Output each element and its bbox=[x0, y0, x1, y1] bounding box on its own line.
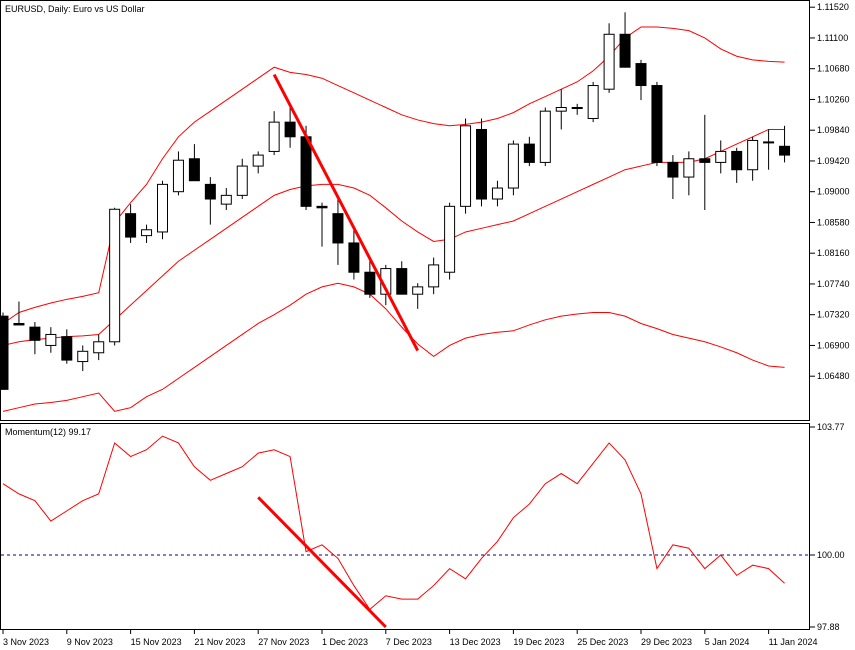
candle-body bbox=[125, 213, 137, 238]
price-tick-label: 1.09000 bbox=[817, 187, 850, 197]
candle-body bbox=[603, 33, 615, 90]
bollinger-bands bbox=[2, 26, 785, 412]
candle-body bbox=[157, 183, 168, 233]
momentum-panel-border bbox=[0, 423, 810, 630]
candle-body bbox=[779, 145, 791, 156]
price-tick-label: 1.09840 bbox=[817, 125, 850, 135]
candle-body bbox=[268, 121, 280, 152]
candle-body bbox=[667, 161, 679, 178]
candlesticks bbox=[0, 12, 791, 390]
price-tick-label: 1.11100 bbox=[817, 33, 848, 43]
price-tick-label: 1.11520 bbox=[817, 2, 849, 12]
price-tick-label: 1.08580 bbox=[817, 217, 850, 227]
candle-body bbox=[252, 154, 264, 167]
candle-body bbox=[699, 158, 711, 163]
date-tick-label: 3 Nov 2023 bbox=[3, 637, 49, 647]
candle-body bbox=[715, 150, 727, 163]
bollinger-middle-line bbox=[2, 128, 785, 346]
candle-body bbox=[412, 286, 424, 295]
date-tick-label: 19 Dec 2023 bbox=[513, 637, 564, 647]
price-panel-border bbox=[0, 0, 810, 421]
candle-body bbox=[460, 125, 472, 207]
price-tick-label: 1.06480 bbox=[817, 371, 850, 381]
candle-body bbox=[109, 208, 121, 343]
candle-body bbox=[635, 63, 647, 87]
candle-body bbox=[204, 183, 216, 200]
candle-body bbox=[683, 158, 695, 178]
candle-body bbox=[93, 341, 105, 354]
candle-body bbox=[13, 322, 25, 326]
candle-body bbox=[747, 139, 759, 171]
momentum-trendline bbox=[257, 496, 387, 629]
price-tick-label: 1.06900 bbox=[817, 340, 850, 350]
candle-body bbox=[619, 33, 631, 68]
candle-body bbox=[539, 110, 551, 163]
momentum-axis: 103.77 100.00 97.88 bbox=[1, 422, 845, 632]
candle-body bbox=[236, 165, 248, 196]
candle-body bbox=[444, 205, 456, 273]
bollinger-lower-line bbox=[2, 282, 785, 412]
candle-body bbox=[507, 143, 519, 189]
date-tick-label: 11 Jan 2024 bbox=[769, 637, 818, 647]
price-axis: 1.11520 1.11100 1.10680 1.10260 1.09840 1.094… bbox=[810, 2, 850, 381]
momentum-series-line bbox=[2, 435, 785, 611]
candle-body bbox=[45, 333, 57, 346]
price-tick-label: 1.10680 bbox=[817, 64, 850, 74]
candle-body bbox=[284, 121, 296, 138]
candle-body bbox=[428, 264, 440, 288]
candle-body bbox=[651, 85, 663, 163]
candle-body bbox=[172, 159, 184, 193]
date-tick-label: 21 Nov 2023 bbox=[194, 637, 245, 647]
date-axis: 3 Nov 2023 9 Nov 2023 15 Nov 2023 21 Nov 20… bbox=[2, 630, 818, 647]
candle-body bbox=[571, 107, 583, 109]
candle-body bbox=[555, 107, 567, 112]
price-tick-label: 1.08160 bbox=[817, 248, 850, 258]
momentum-tick-label: 100.00 bbox=[817, 550, 845, 560]
candle-body bbox=[77, 350, 89, 363]
candle-body bbox=[523, 143, 535, 163]
date-tick-label: 27 Nov 2023 bbox=[258, 637, 309, 647]
momentum-tick-label: 103.77 bbox=[817, 422, 845, 432]
candle-body bbox=[141, 229, 153, 237]
momentum-chart-title: Momentum(12) 99.17 bbox=[5, 427, 91, 437]
date-tick-label: 25 Dec 2023 bbox=[577, 637, 628, 647]
price-chart-title: EURUSD, Daily: Euro vs US Dollar bbox=[5, 4, 145, 14]
date-tick-label: 1 Dec 2023 bbox=[322, 637, 368, 647]
candle-body bbox=[188, 158, 200, 182]
bollinger-upper-line bbox=[2, 26, 785, 324]
candle-body bbox=[61, 336, 73, 361]
candle-body bbox=[348, 242, 360, 273]
candle-body bbox=[763, 141, 775, 144]
candle-body bbox=[29, 326, 41, 341]
candle-body bbox=[316, 205, 328, 209]
date-tick-label: 5 Jan 2024 bbox=[705, 637, 750, 647]
price-tick-label: 1.07740 bbox=[817, 279, 850, 289]
candle-body bbox=[220, 194, 232, 205]
date-tick-label: 15 Nov 2023 bbox=[131, 637, 182, 647]
price-trendline bbox=[272, 73, 420, 352]
date-tick-label: 9 Nov 2023 bbox=[67, 637, 113, 647]
price-tick-label: 1.09420 bbox=[817, 156, 850, 166]
momentum-line bbox=[2, 435, 785, 629]
date-tick-label: 13 Dec 2023 bbox=[450, 637, 501, 647]
candle-body bbox=[300, 136, 312, 207]
candle-body bbox=[491, 187, 503, 200]
candle-body bbox=[476, 128, 487, 200]
momentum-tick-label: 97.88 bbox=[817, 622, 840, 632]
price-tick-label: 1.10260 bbox=[817, 94, 850, 104]
candle-body bbox=[731, 150, 743, 171]
candle-body bbox=[587, 85, 599, 119]
candle-body bbox=[332, 213, 344, 244]
date-tick-label: 29 Dec 2023 bbox=[641, 637, 692, 647]
candle-body bbox=[364, 271, 376, 295]
price-tick-label: 1.07320 bbox=[817, 310, 850, 320]
candle-body bbox=[396, 268, 408, 295]
date-tick-label: 7 Dec 2023 bbox=[386, 637, 432, 647]
candle-body bbox=[0, 315, 9, 390]
